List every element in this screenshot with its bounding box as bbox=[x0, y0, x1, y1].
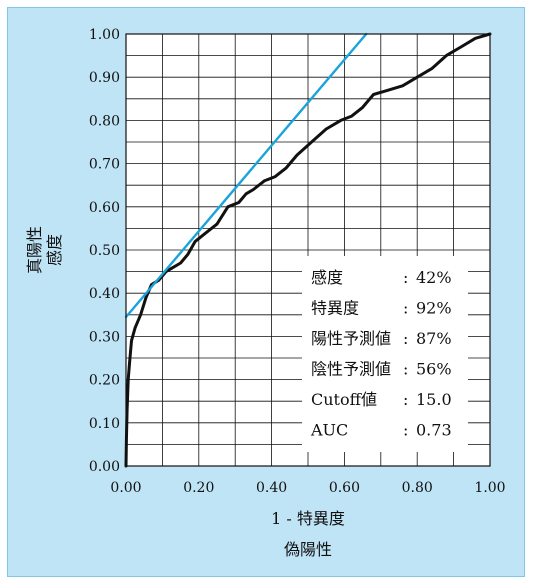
y-tick-label: 0.00 bbox=[89, 459, 120, 475]
y-axis-title-line2: 感度 bbox=[45, 234, 64, 266]
stat-value: 15.0 bbox=[416, 390, 452, 409]
stat-separator: : bbox=[403, 390, 408, 409]
stat-label: AUC bbox=[310, 421, 348, 440]
y-tick-labels: 0.00 0.10 0.20 0.30 0.40 0.50 0.60 0.70 0.80 0.90… bbox=[89, 27, 120, 475]
stat-value: 42% bbox=[416, 268, 452, 287]
stat-label: 特異度 bbox=[311, 299, 359, 318]
y-tick-label: 0.80 bbox=[89, 113, 120, 129]
x-tick-label: 0.60 bbox=[329, 480, 360, 496]
stat-label: 陰性予測値 bbox=[311, 360, 391, 379]
stats-box: 感度:42%特異度:92%陽性予測値:87%陰性予測値:56%Cutoff値:1… bbox=[302, 256, 468, 452]
stat-label: Cutoff値 bbox=[311, 390, 377, 409]
series-lines bbox=[124, 32, 492, 468]
y-tick-label: 1.00 bbox=[89, 27, 120, 43]
x-tick-label: 0.80 bbox=[402, 480, 433, 496]
x-tick-label: 0.20 bbox=[183, 480, 214, 496]
y-tick-label: 0.30 bbox=[89, 329, 120, 345]
stat-value: 92% bbox=[416, 299, 452, 318]
y-axis-title-line1: 真陽性 bbox=[25, 226, 44, 274]
x-axis-title-line1: 1 - 特異度 bbox=[271, 509, 345, 528]
x-tick-label: 0.00 bbox=[110, 480, 141, 496]
y-tick-label: 0.20 bbox=[89, 373, 120, 389]
x-axis-title-line2: 偽陽性 bbox=[284, 540, 332, 559]
tangent-line bbox=[124, 32, 368, 319]
stat-separator: : bbox=[403, 268, 408, 287]
x-tick-label: 1.00 bbox=[474, 480, 505, 496]
plot-border bbox=[125, 33, 491, 467]
y-tick-label: 0.70 bbox=[89, 157, 120, 173]
x-tick-label: 0.40 bbox=[256, 480, 287, 496]
stat-label: 陽性予測値 bbox=[311, 329, 391, 348]
y-tick-label: 0.60 bbox=[89, 200, 120, 216]
stats-background bbox=[302, 256, 468, 452]
roc-curve-line bbox=[124, 32, 492, 468]
stat-value: 87% bbox=[416, 329, 452, 348]
stat-value: 56% bbox=[416, 360, 452, 379]
y-tick-label: 0.40 bbox=[89, 286, 120, 302]
y-tick-label: 0.90 bbox=[89, 70, 120, 86]
y-axis-title: 真陽性 感度 bbox=[25, 226, 64, 274]
stat-separator: : bbox=[403, 421, 408, 440]
stat-label: 感度 bbox=[311, 268, 343, 287]
y-tick-label: 0.50 bbox=[89, 243, 120, 259]
stat-separator: : bbox=[403, 299, 408, 318]
stat-separator: : bbox=[403, 360, 408, 379]
stat-value: 0.73 bbox=[416, 421, 452, 440]
x-tick-labels: 0.00 0.20 0.40 0.60 0.80 1.00 bbox=[110, 480, 505, 496]
y-tick-label: 0.10 bbox=[89, 416, 120, 432]
stat-separator: : bbox=[403, 329, 408, 348]
